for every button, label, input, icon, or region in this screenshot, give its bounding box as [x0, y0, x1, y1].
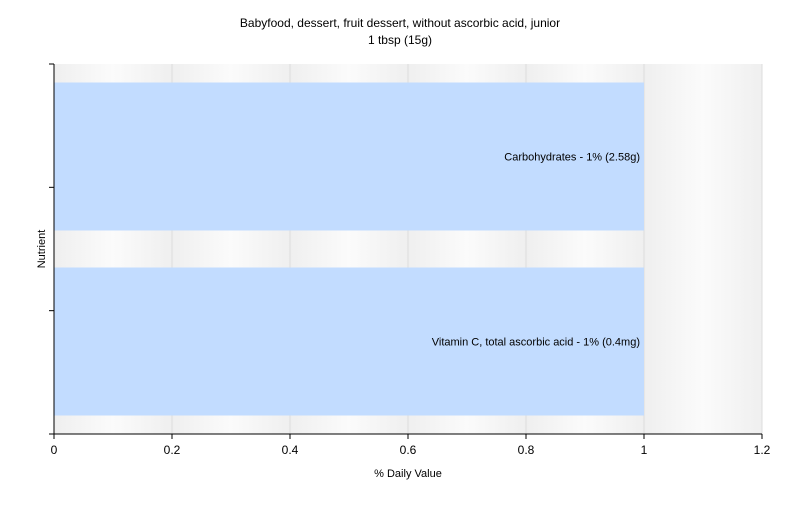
plot-band — [644, 64, 762, 434]
x-tick-label: 0.4 — [282, 443, 299, 457]
x-tick-label: 1.2 — [754, 443, 771, 457]
x-tick-label: 0.2 — [164, 443, 181, 457]
x-tick-labels: 0 0.2 0.4 0.6 0.8 1 1.2 — [51, 443, 771, 457]
x-tick-label: 0 — [51, 443, 58, 457]
bars: Carbohydrates - 1% (2.58g) Vitamin C, tot… — [54, 82, 644, 416]
x-tick-label: 0.6 — [400, 443, 417, 457]
bar — [54, 82, 644, 231]
chart-subtitle: 1 tbsp (15g) — [368, 33, 432, 47]
x-axis-label: % Daily Value — [374, 468, 442, 480]
x-tick-label: 0.8 — [518, 443, 535, 457]
x-tick-label: 1 — [641, 443, 648, 457]
axes — [49, 63, 763, 439]
bar-data-label: Vitamin C, total ascorbic acid - 1% (0.4… — [432, 337, 640, 349]
bar — [54, 267, 644, 416]
y-axis-label: Nutrient — [36, 230, 48, 269]
chart-title: Babyfood, dessert, fruit dessert, withou… — [240, 16, 560, 30]
bar-data-label: Carbohydrates - 1% (2.58g) — [504, 152, 640, 164]
